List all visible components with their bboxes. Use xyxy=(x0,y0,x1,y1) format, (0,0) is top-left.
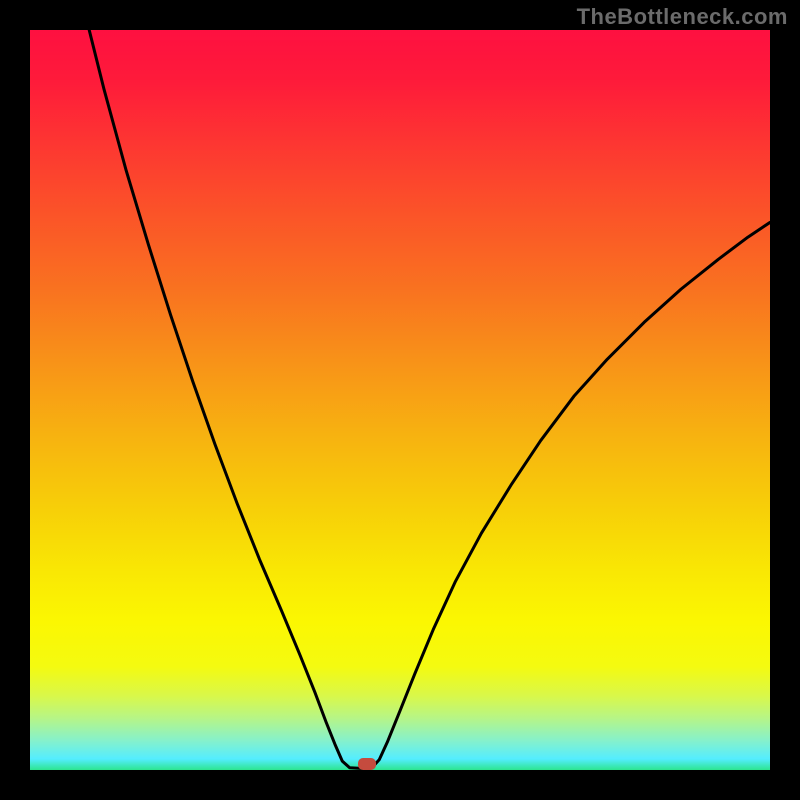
watermark-text: TheBottleneck.com xyxy=(577,4,788,30)
plot-area xyxy=(30,30,770,770)
gradient-background xyxy=(30,30,770,770)
optimum-marker xyxy=(358,758,376,770)
chart-canvas: TheBottleneck.com xyxy=(0,0,800,800)
plot-svg xyxy=(30,30,770,770)
